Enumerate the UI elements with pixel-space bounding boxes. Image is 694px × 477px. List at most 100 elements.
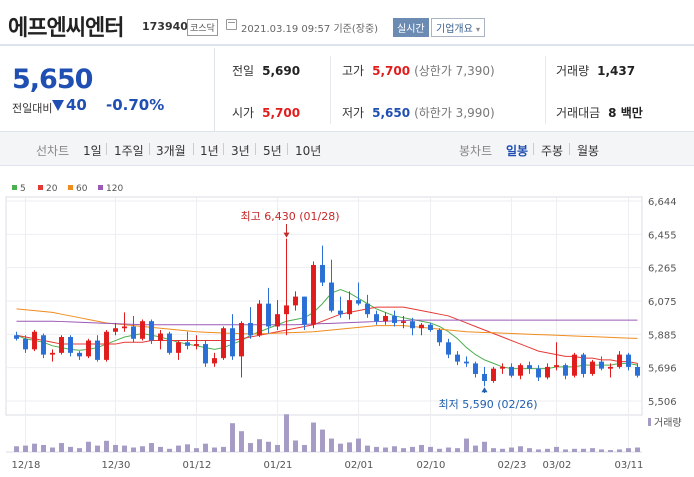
- stat-low: 저가 5,650 (하한가 3,990): [342, 106, 495, 120]
- candle: [392, 315, 397, 323]
- x-tick-label: 03/02: [543, 460, 572, 471]
- x-tick-label: 02/01: [345, 460, 374, 471]
- candle: [311, 264, 316, 325]
- x-tick-label: 02/10: [417, 460, 446, 471]
- datetime-label: 2021.03.19 09:57 기준(장중): [241, 24, 379, 35]
- volume-bar: [14, 446, 19, 452]
- candle: [554, 365, 559, 367]
- tab-period-3y[interactable]: 3년: [231, 144, 250, 158]
- volume-bar: [545, 448, 550, 452]
- volume-bar: [491, 448, 496, 452]
- candle: [428, 324, 433, 330]
- candle: [608, 366, 613, 369]
- stock-header: [0, 0, 694, 46]
- volume-bar: [41, 444, 46, 452]
- volume-bar: [626, 448, 631, 452]
- tab-period-1d[interactable]: 1일: [83, 144, 102, 158]
- candle: [104, 331, 109, 360]
- volume-bar: [68, 446, 73, 452]
- candle: [464, 361, 469, 364]
- volume-bar: [149, 443, 154, 452]
- candle: [536, 368, 541, 378]
- volume-bar: [23, 445, 28, 452]
- volume-bar: [410, 446, 415, 452]
- ma-line-5: [16, 289, 638, 370]
- down-triangle-icon: [52, 100, 64, 111]
- stat-high: 고가 5,700 (상한가 7,390): [342, 64, 495, 78]
- tab-period-3m[interactable]: 3개월: [156, 144, 186, 158]
- max-annotation: 최고 6,430 (01/28): [241, 210, 340, 223]
- legend-ma5: 5: [12, 184, 26, 194]
- candle: [284, 305, 289, 315]
- tab-divider: [193, 143, 194, 155]
- candle: [248, 322, 253, 336]
- candle: [86, 340, 91, 357]
- volume-bar: [320, 429, 325, 452]
- volume-bar: [221, 446, 226, 452]
- tab-divider: [287, 143, 288, 155]
- volume-bar: [509, 447, 514, 452]
- candle: [293, 296, 298, 306]
- candle: [401, 321, 406, 323]
- candle: [239, 322, 244, 357]
- volume-bar: [86, 441, 91, 452]
- company-name[interactable]: 에프엔씨엔터: [8, 16, 124, 41]
- candle: [275, 314, 280, 327]
- volume-bar: [356, 438, 361, 452]
- ma-line-120: [16, 319, 638, 326]
- volume-bar: [347, 442, 352, 452]
- candle: [176, 342, 181, 353]
- tab-period-1w[interactable]: 1주일: [114, 144, 144, 158]
- volume-label: 거래량: [654, 417, 682, 429]
- volume-bar: [131, 447, 136, 452]
- candle: [410, 321, 415, 329]
- candle: [59, 337, 64, 353]
- candle: [203, 344, 208, 364]
- tab-daily[interactable]: 일봉: [506, 144, 529, 158]
- volume-bar: [185, 444, 190, 452]
- plot-frame: [5, 196, 643, 416]
- candle: [329, 282, 334, 311]
- candle: [77, 352, 82, 357]
- candle: [158, 333, 163, 341]
- y-tick-label: 6,265: [648, 264, 677, 275]
- volume-bar: [140, 446, 145, 452]
- volume-bar: [77, 448, 82, 452]
- candle: [473, 363, 478, 374]
- tab-weekly[interactable]: 주봉: [541, 144, 564, 158]
- realtime-button[interactable]: 실시간: [393, 18, 429, 37]
- candle: [491, 368, 496, 381]
- tab-candle-chart[interactable]: 봉차트: [459, 144, 493, 158]
- candle: [518, 365, 523, 376]
- y-tick-label: 5,506: [648, 397, 677, 408]
- candle: [68, 337, 73, 353]
- tab-period-5y[interactable]: 5년: [263, 144, 282, 158]
- volume-bar: [230, 423, 235, 452]
- company-info-dropdown[interactable]: 기업개요 ▾: [431, 18, 486, 37]
- volume-bar: [482, 441, 487, 452]
- candle: [455, 354, 460, 362]
- tab-period-1y[interactable]: 1년: [200, 144, 219, 158]
- volume-bar: [59, 443, 64, 452]
- volume-bar: [401, 448, 406, 452]
- candle: [113, 328, 118, 332]
- volume-bar: [248, 443, 253, 452]
- tab-divider: [149, 143, 150, 155]
- candle: [230, 328, 235, 357]
- volume-bar: [95, 445, 100, 452]
- tab-period-10y[interactable]: 10년: [295, 144, 322, 158]
- candle: [14, 335, 19, 339]
- tab-line-chart[interactable]: 선차트: [36, 144, 70, 158]
- divider: [330, 56, 331, 124]
- volume-bar: [329, 438, 334, 452]
- volume-bar: [203, 443, 208, 452]
- tab-monthly[interactable]: 월봉: [577, 144, 600, 158]
- y-tick-label: 6,075: [648, 297, 677, 308]
- stat-volume: 거래량 1,437: [556, 64, 636, 78]
- volume-bar: [500, 448, 505, 452]
- volume-bar: [158, 446, 163, 452]
- legend-swatch: [68, 185, 73, 190]
- candle: [617, 354, 622, 367]
- volume-bar: [374, 446, 379, 452]
